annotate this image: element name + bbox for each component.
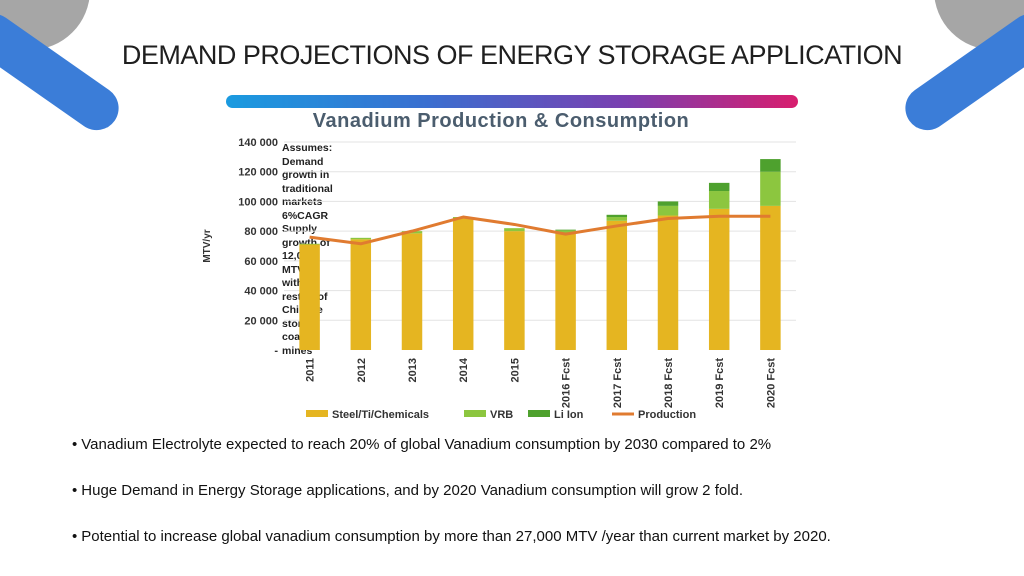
bar-vrb bbox=[555, 230, 576, 234]
production-line bbox=[309, 214, 771, 246]
legend-swatch bbox=[528, 410, 550, 417]
bar-steel-ti-chemicals bbox=[350, 239, 372, 350]
bar-chart: - 20 000 40 000 60 000 80 000 100 000 120 000 1… bbox=[202, 137, 796, 421]
bullet-marker: • bbox=[72, 436, 78, 453]
slide-title: DEMAND PROJECTIONS OF ENERGY STORAGE APP… bbox=[121, 40, 903, 70]
bullet-item: • Huge Demand in Energy Storage applicati… bbox=[72, 482, 743, 499]
bar-vrb bbox=[350, 237, 372, 240]
x-tick-label: 2014 bbox=[458, 357, 470, 382]
bullet-text: Potential to increase global vanadium co… bbox=[81, 528, 831, 545]
bar-steel-ti-chemicals bbox=[555, 233, 576, 350]
y-tick-label: 100 000 bbox=[238, 196, 278, 208]
bar-steel-ti-chemicals bbox=[708, 208, 730, 350]
bullet-text: Vanadium Electrolyte expected to reach 2… bbox=[81, 436, 772, 453]
bar-steel-ti-chemicals bbox=[606, 220, 628, 350]
bar-steel-ti-chemicals bbox=[760, 205, 781, 350]
bar-li-ion bbox=[555, 229, 576, 231]
bullet-text: Huge Demand in Energy Storage applicatio… bbox=[81, 482, 744, 499]
y-axis-label: MTV/yr bbox=[202, 229, 213, 262]
assumptions-line-1: Demand growth in traditional markets 6%C… bbox=[282, 155, 333, 222]
x-tick-label: 2020 Fcst bbox=[765, 358, 777, 408]
bar-vrb bbox=[708, 191, 730, 209]
x-tick-label: 2016 Fcst bbox=[561, 358, 573, 408]
x-tick-label: 2013 bbox=[407, 358, 419, 382]
x-tick-label: 2019 Fcst bbox=[714, 358, 726, 408]
bar-li-ion bbox=[708, 182, 730, 192]
legend-label: VRB bbox=[490, 409, 513, 421]
x-tick-label: 2018 Fcst bbox=[663, 358, 675, 408]
bar-vrb bbox=[760, 171, 781, 206]
y-tick-label: - bbox=[274, 345, 278, 357]
chart-title: Vanadium Production & Consumption bbox=[312, 110, 690, 132]
bar-vrb bbox=[606, 217, 628, 221]
bar-steel-ti-chemicals bbox=[504, 231, 525, 350]
bar-li-ion bbox=[657, 201, 679, 206]
x-tick-label: 2015 bbox=[509, 358, 521, 382]
legend-label: Li Ion bbox=[554, 409, 584, 421]
bar-li-ion bbox=[760, 159, 781, 172]
bar-steel-ti-chemicals bbox=[657, 215, 679, 350]
y-tick-label: 80 000 bbox=[244, 226, 278, 238]
y-tick-label: 20 000 bbox=[244, 315, 278, 327]
title-accent-bar bbox=[226, 95, 798, 108]
bullet-marker: • bbox=[72, 482, 78, 499]
bar-steel-ti-chemicals bbox=[452, 218, 474, 350]
bullet-item: • Vanadium Electrolyte expected to reach … bbox=[72, 436, 771, 453]
legend-swatch bbox=[464, 410, 486, 417]
legend-swatch bbox=[306, 410, 328, 417]
bar-vrb bbox=[504, 228, 525, 232]
x-tick-label: 2012 bbox=[356, 358, 368, 382]
x-tick-label: 2017 Fcst bbox=[612, 358, 624, 408]
bar-vrb bbox=[657, 205, 679, 216]
x-tick-label: 2011 bbox=[305, 358, 317, 382]
y-tick-label: 60 000 bbox=[244, 256, 278, 268]
legend-label: Production bbox=[638, 409, 696, 421]
bar-steel-ti-chemicals bbox=[299, 244, 320, 350]
legend-label: Steel/Ti/Chemicals bbox=[332, 409, 429, 421]
y-tick-label: 120 000 bbox=[238, 167, 278, 179]
assumptions-heading: Assumes: bbox=[282, 142, 333, 154]
bullet-marker: • bbox=[72, 528, 78, 545]
bar-li-ion bbox=[606, 214, 628, 218]
y-tick-label: 40 000 bbox=[244, 286, 278, 298]
bar-steel-ti-chemicals bbox=[401, 233, 423, 350]
bar-vrb bbox=[299, 243, 320, 245]
bullet-item: • Potential to increase global vanadium c… bbox=[72, 528, 831, 545]
y-tick-label: 140 000 bbox=[238, 137, 278, 149]
